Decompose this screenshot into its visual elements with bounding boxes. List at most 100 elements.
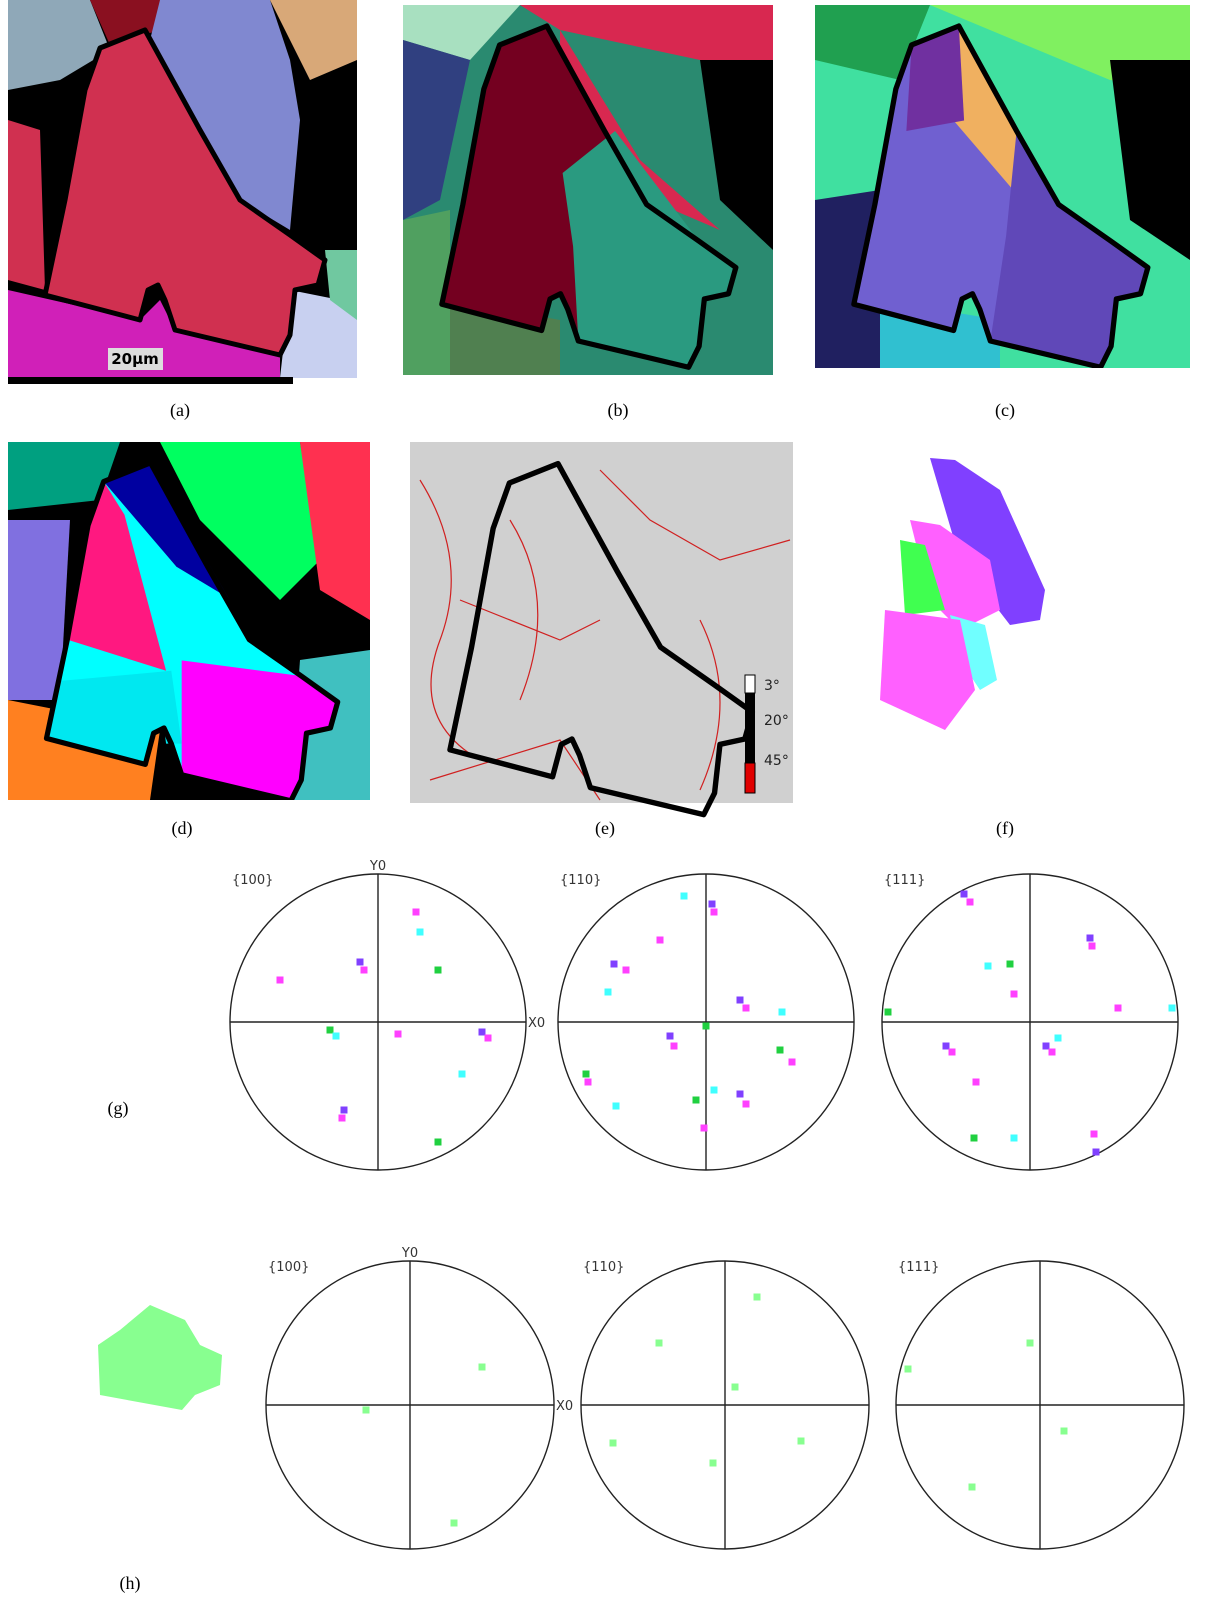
pole-point bbox=[700, 1124, 708, 1132]
map-a: 20μm bbox=[8, 0, 357, 378]
pole-point bbox=[612, 1102, 620, 1110]
pole-figure-title: {110} bbox=[560, 873, 601, 888]
pole-point bbox=[708, 900, 716, 908]
pole-point bbox=[948, 1048, 956, 1056]
panel-label: (e) bbox=[595, 818, 615, 839]
map-d bbox=[8, 442, 370, 800]
pole-point bbox=[680, 892, 688, 900]
axis-label: Y0 bbox=[369, 859, 386, 874]
pole-point bbox=[412, 908, 420, 916]
pole-point bbox=[1054, 1034, 1062, 1042]
pole-point bbox=[338, 1114, 346, 1122]
panel-label: (g) bbox=[108, 1098, 129, 1119]
pole-point bbox=[362, 1406, 370, 1414]
pole-point bbox=[904, 1365, 912, 1373]
axis-label: X0 bbox=[528, 1016, 545, 1031]
pole-point bbox=[1168, 1004, 1176, 1012]
pole-figure-title: {100} bbox=[232, 873, 273, 888]
pole-point bbox=[1086, 934, 1094, 942]
pole-point bbox=[1006, 960, 1014, 968]
pole-point bbox=[484, 1034, 492, 1042]
pole-point bbox=[340, 1106, 348, 1114]
pole-point bbox=[778, 1008, 786, 1016]
pole-point bbox=[788, 1058, 796, 1066]
pole-point bbox=[1092, 1148, 1100, 1156]
pole-point bbox=[450, 1519, 458, 1527]
pole-point bbox=[736, 996, 744, 1004]
pole-point bbox=[797, 1437, 805, 1445]
pole-point bbox=[742, 1100, 750, 1108]
map-c bbox=[815, 5, 1190, 368]
pole-point bbox=[1010, 990, 1018, 998]
pole-point bbox=[276, 976, 284, 984]
pole-point bbox=[984, 962, 992, 970]
pole-point bbox=[1090, 1130, 1098, 1138]
pole-point bbox=[731, 1383, 739, 1391]
pole-point bbox=[692, 1096, 700, 1104]
pole-point bbox=[458, 1070, 466, 1078]
pole-point bbox=[884, 1008, 892, 1016]
pole-point bbox=[582, 1070, 590, 1078]
axis-label: Y0 bbox=[401, 1246, 418, 1261]
map-e: 3° 20° 45° bbox=[410, 442, 793, 815]
pole-point bbox=[584, 1078, 592, 1086]
pole-point bbox=[753, 1293, 761, 1301]
pole-figure-title: {111} bbox=[884, 873, 925, 888]
pole-point bbox=[968, 1483, 976, 1491]
pole-point bbox=[1114, 1004, 1122, 1012]
pole-point bbox=[1042, 1042, 1050, 1050]
scale-bar-label: 20μm bbox=[111, 350, 159, 368]
legend-label: 20° bbox=[764, 713, 789, 729]
pole-figure-title: {100} bbox=[268, 1260, 309, 1275]
pole-point bbox=[326, 1026, 334, 1034]
pole-point bbox=[966, 898, 974, 906]
pole-point bbox=[702, 1022, 710, 1030]
pole-point bbox=[942, 1042, 950, 1050]
pole-point bbox=[610, 960, 618, 968]
pole-point bbox=[656, 936, 664, 944]
pole-figure-title: {111} bbox=[898, 1260, 939, 1275]
pole-point bbox=[736, 1090, 744, 1098]
pole-point bbox=[356, 958, 364, 966]
panel-label: (b) bbox=[608, 400, 629, 421]
pole-point bbox=[710, 908, 718, 916]
pole-point bbox=[710, 1086, 718, 1094]
pole-point bbox=[1060, 1427, 1068, 1435]
pole-point bbox=[670, 1042, 678, 1050]
map-f bbox=[880, 458, 1045, 730]
grain-h bbox=[98, 1305, 222, 1410]
pole-point bbox=[434, 1138, 442, 1146]
pole-point bbox=[1010, 1134, 1018, 1142]
pole-point bbox=[666, 1032, 674, 1040]
pole-point bbox=[332, 1032, 340, 1040]
pole-point bbox=[478, 1363, 486, 1371]
legend-label: 45° bbox=[764, 753, 789, 769]
pole-point bbox=[604, 988, 612, 996]
panel-label: (c) bbox=[995, 400, 1015, 421]
pole-point bbox=[360, 966, 368, 974]
panel-label: (f) bbox=[996, 818, 1014, 839]
legend-label: 3° bbox=[764, 678, 780, 694]
pole-point bbox=[972, 1078, 980, 1086]
pole-point bbox=[434, 966, 442, 974]
panel-label: (h) bbox=[120, 1573, 141, 1594]
pole-point bbox=[776, 1046, 784, 1054]
pole-point bbox=[394, 1030, 402, 1038]
pole-point bbox=[742, 1004, 750, 1012]
pole-point bbox=[622, 966, 630, 974]
pole-point bbox=[478, 1028, 486, 1036]
pole-point bbox=[960, 890, 968, 898]
panel-label: (d) bbox=[172, 818, 193, 839]
axis-label: X0 bbox=[556, 1399, 573, 1414]
pole-figure-title: {110} bbox=[583, 1260, 624, 1275]
panel-label: (a) bbox=[170, 400, 190, 421]
pole-point bbox=[709, 1459, 717, 1467]
pole-point bbox=[1026, 1339, 1034, 1347]
pole-point bbox=[609, 1439, 617, 1447]
pole-point bbox=[1048, 1048, 1056, 1056]
pole-point bbox=[416, 928, 424, 936]
scale-bar bbox=[8, 377, 293, 384]
map-b bbox=[403, 5, 773, 375]
pole-point bbox=[655, 1339, 663, 1347]
